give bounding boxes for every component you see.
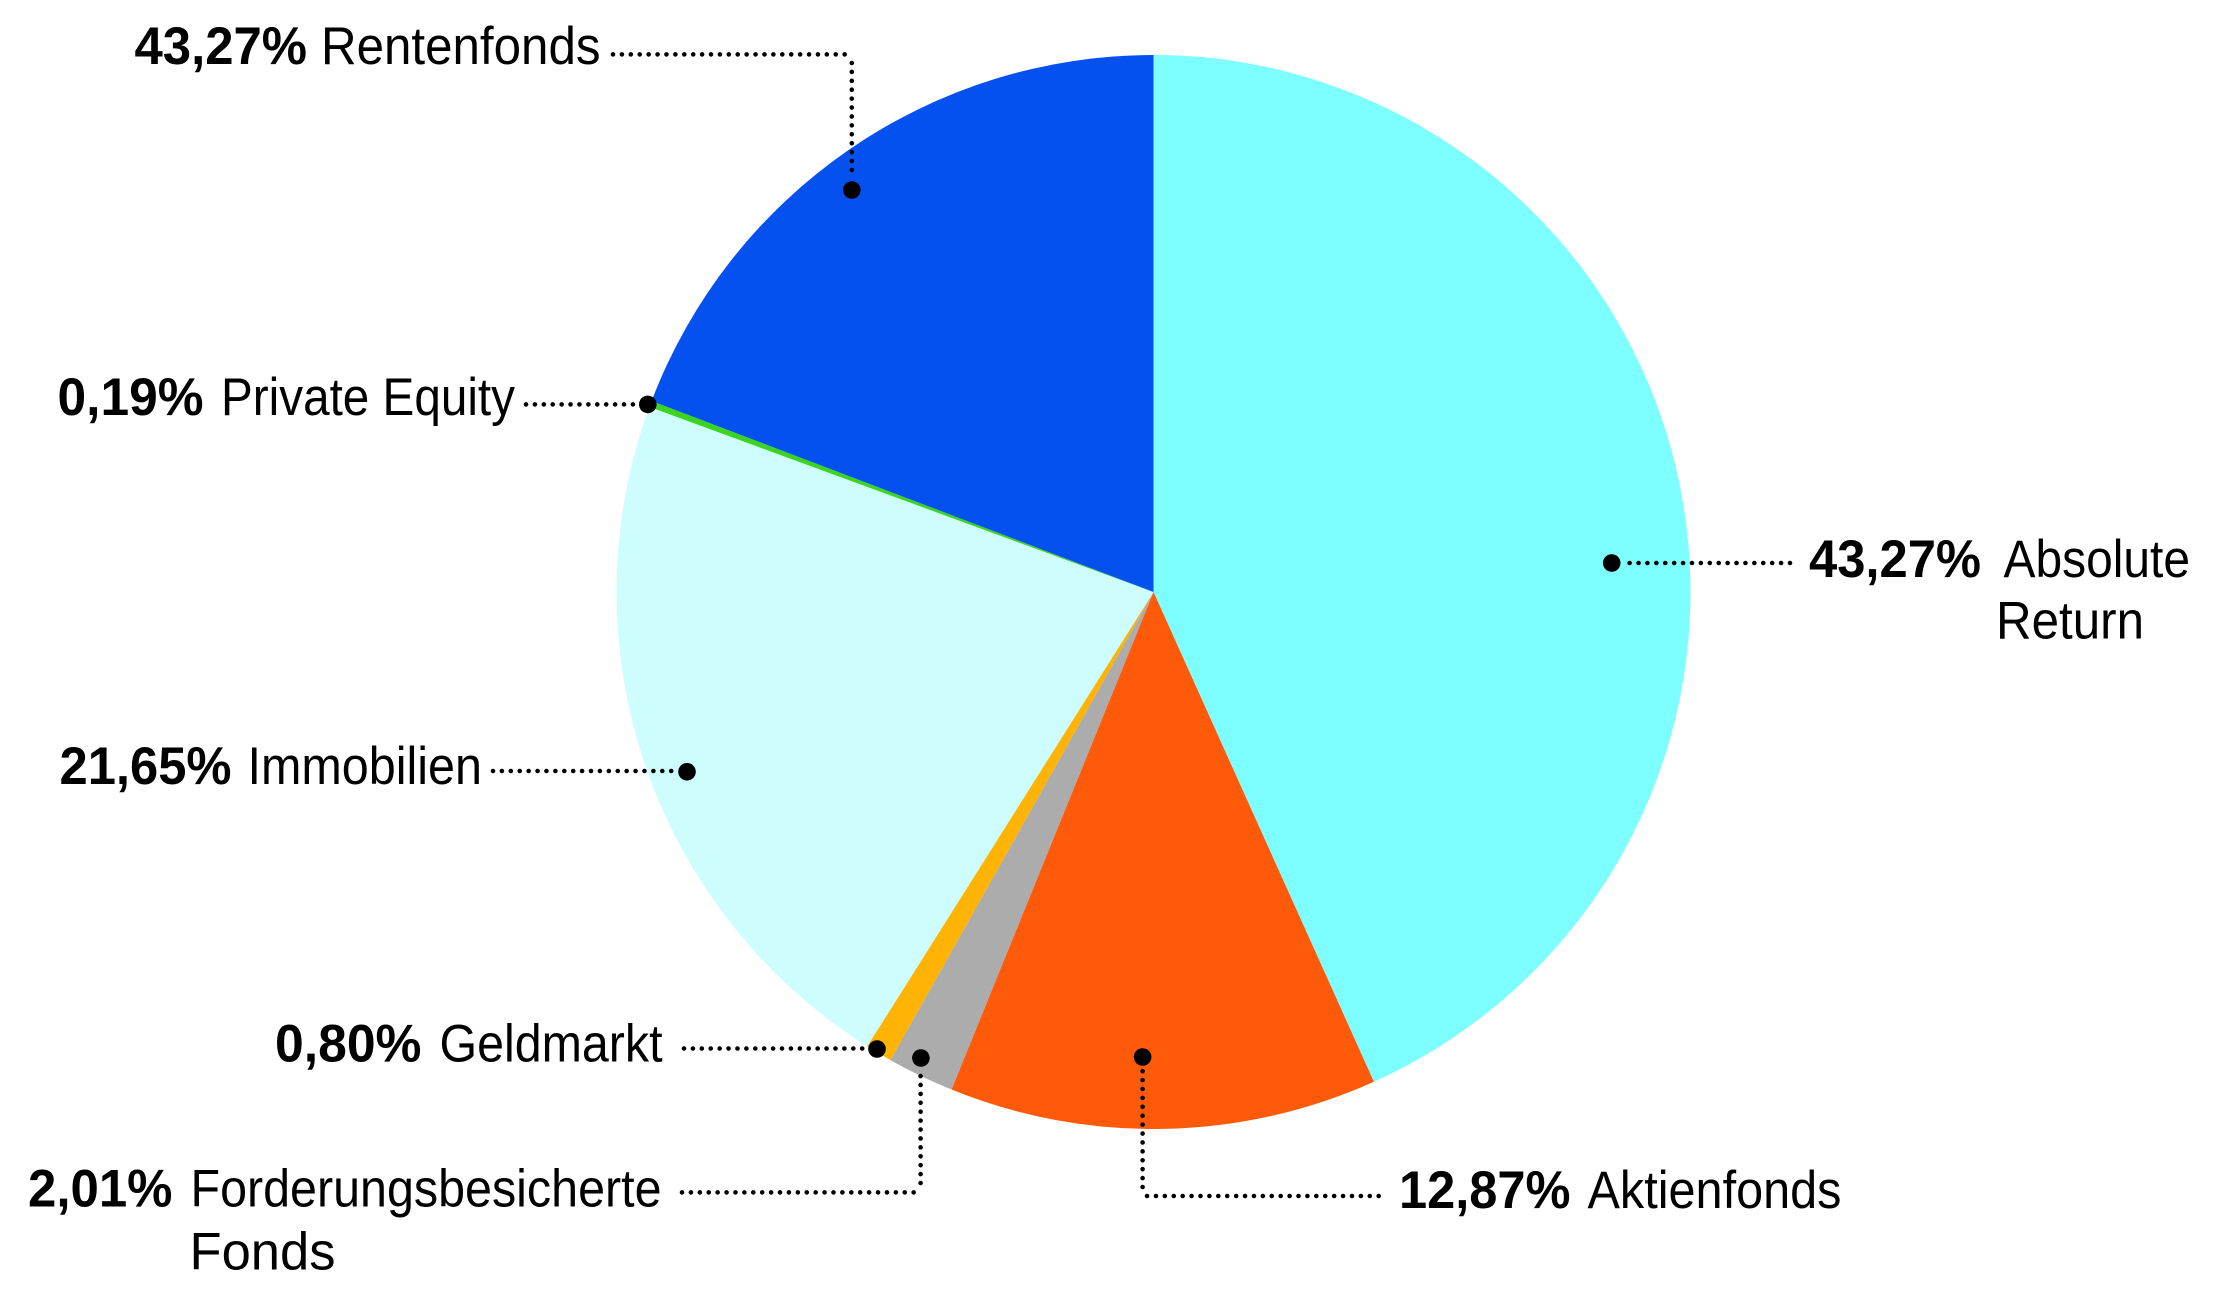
svg-text:12,87%: 12,87% [1399,1161,1571,1220]
svg-text:2,01%: 2,01% [28,1160,173,1219]
svg-text:Return: Return [1996,592,2144,651]
svg-text:Rentenfonds: Rentenfonds [321,17,601,76]
svg-text:Aktienfonds: Aktienfonds [1588,1161,1842,1220]
svg-text:Forderungsbesicherte: Forderungsbesicherte [191,1160,662,1219]
svg-text:0,80%: 0,80% [275,1014,422,1073]
svg-text:Absolute: Absolute [2004,530,2191,589]
svg-text:43,27%: 43,27% [1809,530,1981,589]
svg-text:0,19%: 0,19% [58,368,204,427]
svg-text:Fonds: Fonds [190,1223,336,1282]
svg-text:21,65%: 21,65% [60,737,232,796]
svg-text:Private Equity: Private Equity [221,368,515,427]
svg-text:Geldmarkt: Geldmarkt [440,1014,663,1073]
svg-text:Immobilien: Immobilien [248,737,483,796]
svg-text:43,27%: 43,27% [135,17,308,76]
